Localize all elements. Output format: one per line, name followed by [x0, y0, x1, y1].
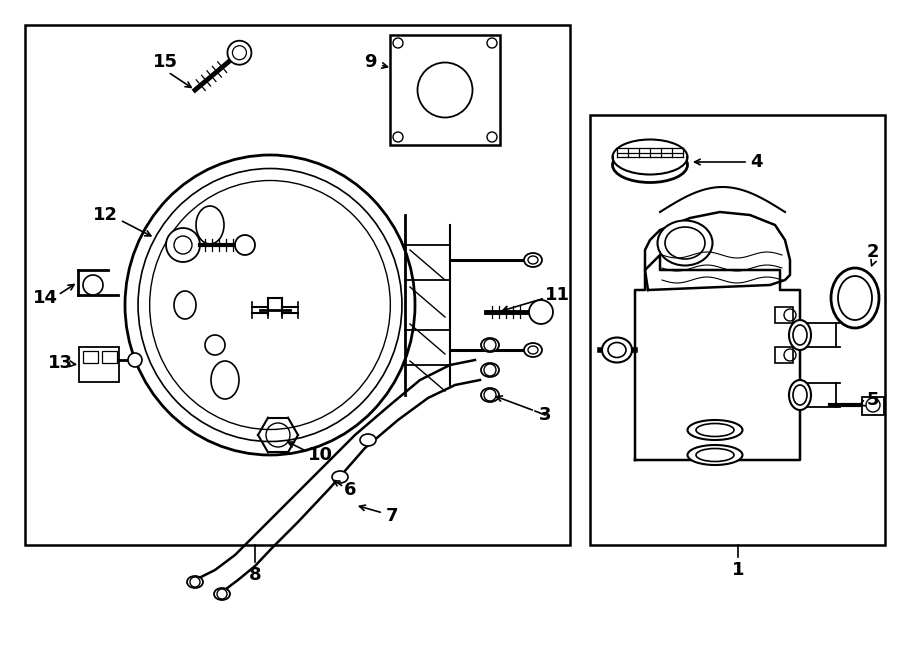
Circle shape — [529, 300, 553, 324]
Ellipse shape — [608, 342, 626, 358]
Text: 15: 15 — [152, 53, 177, 71]
Bar — [102, 351, 117, 363]
Text: 14: 14 — [32, 289, 58, 307]
Text: 2: 2 — [867, 243, 879, 261]
Ellipse shape — [125, 155, 415, 455]
Ellipse shape — [481, 338, 499, 352]
Text: 11: 11 — [545, 286, 570, 304]
Ellipse shape — [524, 343, 542, 357]
Bar — [83, 351, 98, 363]
Text: 10: 10 — [308, 446, 333, 464]
Ellipse shape — [196, 206, 224, 244]
Ellipse shape — [789, 380, 811, 410]
Bar — [390, 35, 500, 145]
Circle shape — [866, 398, 880, 412]
Text: 4: 4 — [750, 153, 762, 171]
Text: 3: 3 — [539, 406, 551, 424]
Ellipse shape — [211, 361, 239, 399]
Ellipse shape — [481, 388, 499, 402]
Ellipse shape — [524, 253, 542, 267]
Text: 1: 1 — [732, 561, 744, 579]
Ellipse shape — [174, 291, 196, 319]
Text: 9: 9 — [364, 53, 376, 71]
Ellipse shape — [688, 445, 742, 465]
Ellipse shape — [205, 335, 225, 355]
Circle shape — [235, 235, 255, 255]
Text: 6: 6 — [344, 481, 356, 499]
Bar — [775, 347, 793, 363]
Circle shape — [128, 353, 142, 367]
Bar — [862, 397, 884, 415]
Ellipse shape — [481, 363, 499, 377]
Text: 12: 12 — [93, 206, 118, 224]
Bar — [590, 115, 885, 545]
Bar — [79, 347, 119, 382]
Text: 13: 13 — [48, 354, 73, 372]
Circle shape — [166, 228, 200, 262]
Ellipse shape — [789, 320, 811, 350]
Text: 5: 5 — [867, 391, 879, 409]
Ellipse shape — [214, 588, 230, 600]
Ellipse shape — [360, 434, 376, 446]
Circle shape — [228, 41, 251, 65]
Bar — [775, 307, 793, 323]
Text: 8: 8 — [248, 566, 261, 584]
Ellipse shape — [613, 147, 688, 182]
Ellipse shape — [613, 139, 688, 175]
Ellipse shape — [602, 338, 632, 362]
Ellipse shape — [332, 471, 348, 483]
Ellipse shape — [187, 576, 203, 588]
Circle shape — [83, 275, 103, 295]
Ellipse shape — [688, 420, 742, 440]
Polygon shape — [645, 212, 790, 290]
Bar — [25, 25, 570, 545]
Ellipse shape — [658, 221, 713, 266]
Text: 7: 7 — [386, 507, 398, 525]
